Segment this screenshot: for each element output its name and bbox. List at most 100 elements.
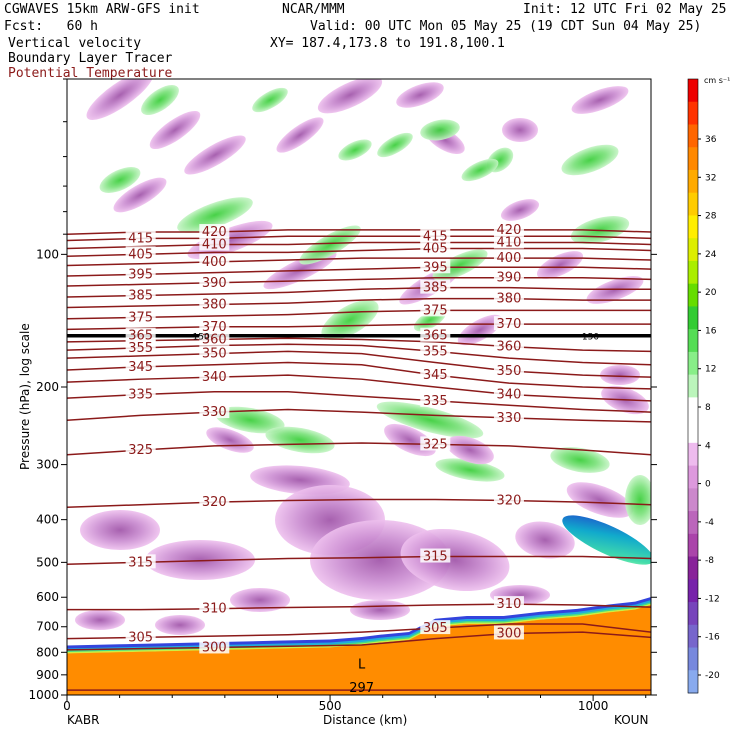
colorbar-cell-3 — [688, 147, 698, 171]
vv-cell-15 — [586, 276, 644, 304]
theta-label-bg-320-6 — [493, 492, 524, 507]
colorbar-cell-25 — [688, 647, 698, 671]
colorbar-tick-label--12: -12 — [705, 594, 720, 604]
vv-cell-7 — [502, 118, 538, 142]
colorbar-tick-label-24: 24 — [705, 250, 717, 260]
theta-label-340-6: 340 — [497, 388, 522, 403]
theta-line-395 — [67, 266, 651, 277]
theta-label-bg-405-5 — [420, 240, 451, 255]
theta-label-420-6: 420 — [497, 223, 522, 238]
theta-label-bg-350-6 — [493, 363, 524, 378]
theta-label-370-2: 370 — [202, 320, 227, 335]
colorbar-tick-label-12: 12 — [705, 365, 716, 375]
theta-label-380-2: 380 — [202, 298, 227, 313]
theta-label-365-1: 365 — [128, 329, 153, 344]
colorbar-tick-label-28: 28 — [705, 212, 717, 222]
theta-label-bg-380-2 — [199, 296, 230, 311]
theta-label-bg-390-6 — [493, 269, 524, 284]
theta-line-415 — [67, 235, 651, 242]
theta-line-315 — [67, 555, 651, 566]
x-axis-label: Distance (km) — [323, 713, 408, 727]
vv-cell-51 — [625, 475, 651, 525]
theta-label-305-5: 305 — [423, 621, 448, 636]
colorbar-cell-6 — [688, 215, 698, 239]
theta-label-345-5: 345 — [423, 368, 448, 383]
y-tick-label-900: 900 — [36, 668, 59, 682]
vv-cell-22 — [420, 119, 460, 141]
theta-label-405-1: 405 — [128, 247, 153, 262]
theta-label-bg-350-2 — [199, 345, 230, 360]
theta-label-bg-385-1 — [125, 287, 156, 302]
theta-label-395-5: 395 — [423, 260, 448, 275]
x-tick-label-0: 0 — [63, 699, 71, 713]
theta-label-410-2: 410 — [202, 238, 227, 253]
theta-label-370-6: 370 — [497, 317, 522, 332]
low-label: L — [358, 657, 366, 672]
vv-cell-33 — [215, 406, 285, 434]
theta-label-bg-310-6 — [493, 596, 524, 611]
vv-cell-26 — [177, 197, 253, 233]
vv-cell-3 — [317, 79, 383, 114]
theta-label-bg-400-2 — [199, 253, 230, 268]
header-line3-right: XY= 187.4,173.8 to 191.8,100.1 — [270, 36, 505, 51]
colorbar-tick-label-8: 8 — [705, 403, 711, 413]
colorbar-tick-label-4: 4 — [705, 441, 711, 451]
y-tick-label-300: 300 — [36, 458, 59, 472]
vv-cell-47 — [566, 482, 634, 518]
y-tick-label-700: 700 — [36, 620, 59, 634]
vv-cell-2 — [184, 135, 246, 175]
theta-label-390-2: 390 — [202, 276, 227, 291]
theta-label-bg-305-1 — [125, 629, 156, 644]
colorbar-cell-22 — [688, 579, 698, 603]
colorbar-cell-7 — [688, 238, 698, 262]
x-tick-label-500: 500 — [319, 699, 342, 713]
vv-cell-49 — [550, 447, 610, 473]
header-line1-right: Init: 12 UTC Fri 02 May 25 — [523, 2, 727, 17]
theta-line-330 — [67, 408, 651, 423]
colorbar-cell-20 — [688, 533, 698, 558]
colorbar-tick-label-20: 20 — [705, 288, 717, 298]
theta-label-325-5: 325 — [423, 437, 448, 452]
theta-line-420 — [67, 229, 651, 235]
vv-cell-36 — [435, 458, 505, 482]
end-station-label: KOUN — [614, 713, 649, 727]
colorbar-cell-24 — [688, 624, 698, 649]
theta-label-bg-380-6 — [493, 290, 524, 305]
theta-label-315-1: 315 — [128, 555, 153, 570]
theta-label-390-6: 390 — [497, 271, 522, 286]
colorbar-cell-11 — [688, 329, 698, 353]
vv-cell-16 — [457, 314, 503, 346]
header-line1-mid: NCAR/MMM — [282, 2, 345, 17]
y-axis-label: Pressure (hPa), log scale — [18, 323, 32, 470]
theta-contours — [67, 229, 651, 691]
theta-labels: 297 300 300 305 305 310 310 315 315 320 320 325 325 3… — [125, 221, 599, 695]
colorbar-cell-2 — [688, 124, 698, 148]
axes: 100 200 300 400 500 600 700 800 900 1000 0 500 1000 — [28, 78, 657, 713]
tropopause-label-left: 150 — [193, 333, 210, 343]
vv-cell-40 — [400, 528, 510, 592]
theta-label-bg-345-1 — [125, 358, 156, 373]
colorbar-cell-23 — [688, 602, 698, 626]
vv-cell-8 — [571, 86, 629, 114]
theta-label-375-1: 375 — [128, 310, 153, 325]
theta-label-350-2: 350 — [202, 347, 227, 362]
theta-label-410-6: 410 — [497, 236, 522, 251]
theta-label-bg-300-6 — [493, 625, 524, 640]
vv-cell-42 — [80, 510, 160, 550]
theta-line-320 — [67, 498, 651, 509]
theta-label-bg-340-2 — [199, 369, 230, 384]
theta-label-385-1: 385 — [128, 289, 153, 304]
theta-label-bg-400-6 — [493, 250, 524, 265]
theta-label-365-5: 365 — [423, 329, 448, 344]
theta-label-375-5: 375 — [423, 303, 448, 318]
vv-cell-53 — [230, 588, 290, 612]
y-tick-label-200: 200 — [36, 380, 59, 394]
theta-label-bg-390-2 — [199, 274, 230, 289]
theta-label-bg-300-2 — [199, 639, 230, 654]
vv-cell-4 — [276, 117, 324, 153]
theta-line-300 — [67, 631, 651, 651]
theta-label-bg-405-1 — [125, 246, 156, 261]
header-line2-left: Fcst: 60 h — [4, 19, 98, 34]
vv-cell-17 — [600, 365, 640, 385]
colorbar-tick-label-0: 0 — [705, 480, 711, 490]
